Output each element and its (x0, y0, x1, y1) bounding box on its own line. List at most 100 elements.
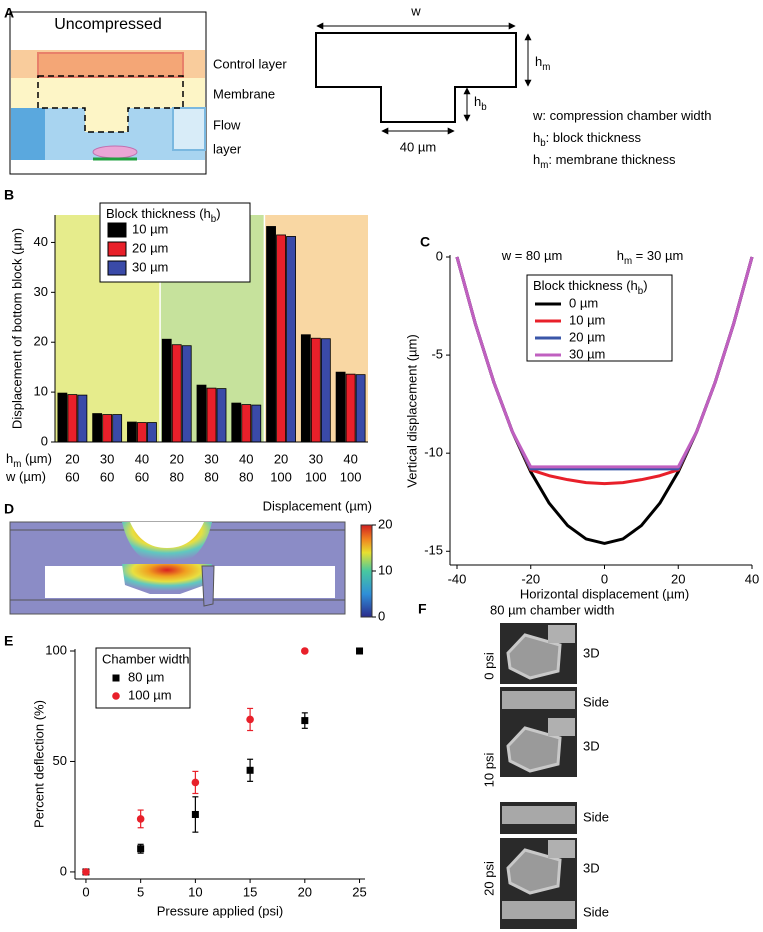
legend-swatch (112, 674, 120, 682)
x-tick-label: 0 (601, 571, 608, 586)
x-tick-label: 0 (82, 884, 89, 899)
point (136, 815, 145, 823)
bar (171, 344, 182, 443)
colorbar (360, 524, 373, 618)
x-tick-label: 40 (343, 451, 357, 466)
chart-title: hm = 30 µm (617, 248, 684, 266)
x-tick-label: 100 (305, 469, 327, 484)
x-tick-label: 15 (243, 884, 257, 899)
row-label: w (µm) (5, 469, 46, 484)
layer-label: Membrane (213, 86, 275, 101)
panel-letter: E (4, 633, 13, 649)
x-tick-label: 60 (100, 469, 114, 484)
y-tick-label: 30 (34, 284, 48, 299)
legend-label: 30 µm (132, 259, 168, 274)
x-tick-label: 25 (352, 884, 366, 899)
panel-letter: C (420, 234, 430, 250)
legend-title: Chamber width (102, 651, 189, 666)
bar (300, 334, 311, 443)
micrograph-side-band (502, 806, 575, 824)
bar (57, 392, 68, 443)
panel-letter: B (4, 187, 14, 203)
micrograph-post (548, 718, 575, 736)
x-axis-label: Pressure applied (psi) (157, 903, 283, 918)
legend-box (95, 647, 191, 709)
dimension-label: 40 µm (400, 139, 436, 154)
legend-swatch (107, 241, 127, 257)
bar (67, 394, 78, 443)
control-cavity (130, 522, 204, 548)
y-tick-label: 10 (34, 384, 48, 399)
text-part: h (533, 152, 540, 167)
text-part: b (540, 138, 546, 149)
y-tick-label: 0 (436, 248, 443, 263)
y-tick-label: 20 (34, 334, 48, 349)
bar (92, 413, 103, 443)
chamber-outline (315, 32, 517, 123)
point (191, 778, 200, 787)
y-axis-label: Percent deflection (%) (31, 700, 46, 828)
text-part: m (542, 62, 550, 73)
pressure-label: 10 psi (481, 753, 496, 788)
point (82, 868, 90, 876)
legend-label: 100 µm (128, 687, 172, 702)
bar (355, 374, 366, 443)
bar (231, 402, 242, 443)
x-tick-label: -40 (448, 571, 467, 586)
text-part: h (6, 451, 13, 466)
wall-deformed (201, 565, 215, 607)
legend-title: Block thickness (hb) (533, 278, 648, 296)
text-part: h (617, 248, 624, 263)
x-tick-label: 10 (188, 884, 202, 899)
panel-letter: A (4, 5, 14, 21)
cell (92, 145, 138, 159)
text-part: m (13, 459, 21, 470)
view-label: Side (583, 904, 609, 919)
x-tick-label: 20 (671, 571, 685, 586)
x-tick-label: 40 (745, 571, 759, 586)
point (301, 647, 309, 655)
panel-d-simulation (9, 521, 373, 618)
x-tick-label: 20 (65, 451, 79, 466)
bar (112, 414, 123, 443)
text-part: b (481, 102, 487, 113)
y-tick-label: -15 (424, 543, 443, 558)
chart-title: w = 80 µm (501, 248, 563, 263)
y-axis-label: Vertical displacement (µm) (404, 334, 419, 487)
bar (276, 234, 286, 443)
colorbar-tick-label: 20 (378, 516, 392, 531)
legend-label: 10 µm (569, 312, 605, 327)
layer-label: Control layer (213, 56, 287, 71)
bar (196, 384, 207, 443)
x-tick-label: 30 (100, 451, 114, 466)
x-tick-label: 20 (169, 451, 183, 466)
text-part: m (624, 256, 632, 267)
x-tick-label: 30 (204, 451, 218, 466)
legend-swatch (107, 222, 127, 238)
micrograph-post (548, 625, 575, 643)
membrane-outline (37, 75, 184, 133)
x-tick-label: 100 (340, 469, 362, 484)
bar (286, 236, 296, 443)
x-tick-label: 20 (298, 884, 312, 899)
micrograph-block (506, 726, 562, 773)
colorbar-tick-label: 10 (378, 562, 392, 577)
text-part: b (638, 286, 644, 297)
deflected-block (122, 564, 212, 594)
bar (266, 226, 276, 443)
bar (251, 404, 262, 443)
layer-label: Flow (213, 117, 241, 132)
micrograph-block (506, 848, 562, 895)
dimension-label: w (410, 3, 421, 18)
micrograph-post (548, 840, 575, 858)
x-tick-label: 40 (239, 451, 253, 466)
view-label: Side (583, 694, 609, 709)
colorbar-tick-label: 0 (378, 608, 385, 623)
images-title: 80 µm chamber width (490, 602, 615, 617)
key-entry: w: compression chamber width (532, 108, 711, 123)
key-entry: hb: block thickness (533, 130, 642, 148)
bar (127, 421, 137, 443)
text-part: w = 80 µm (501, 248, 563, 263)
bar (216, 388, 227, 443)
